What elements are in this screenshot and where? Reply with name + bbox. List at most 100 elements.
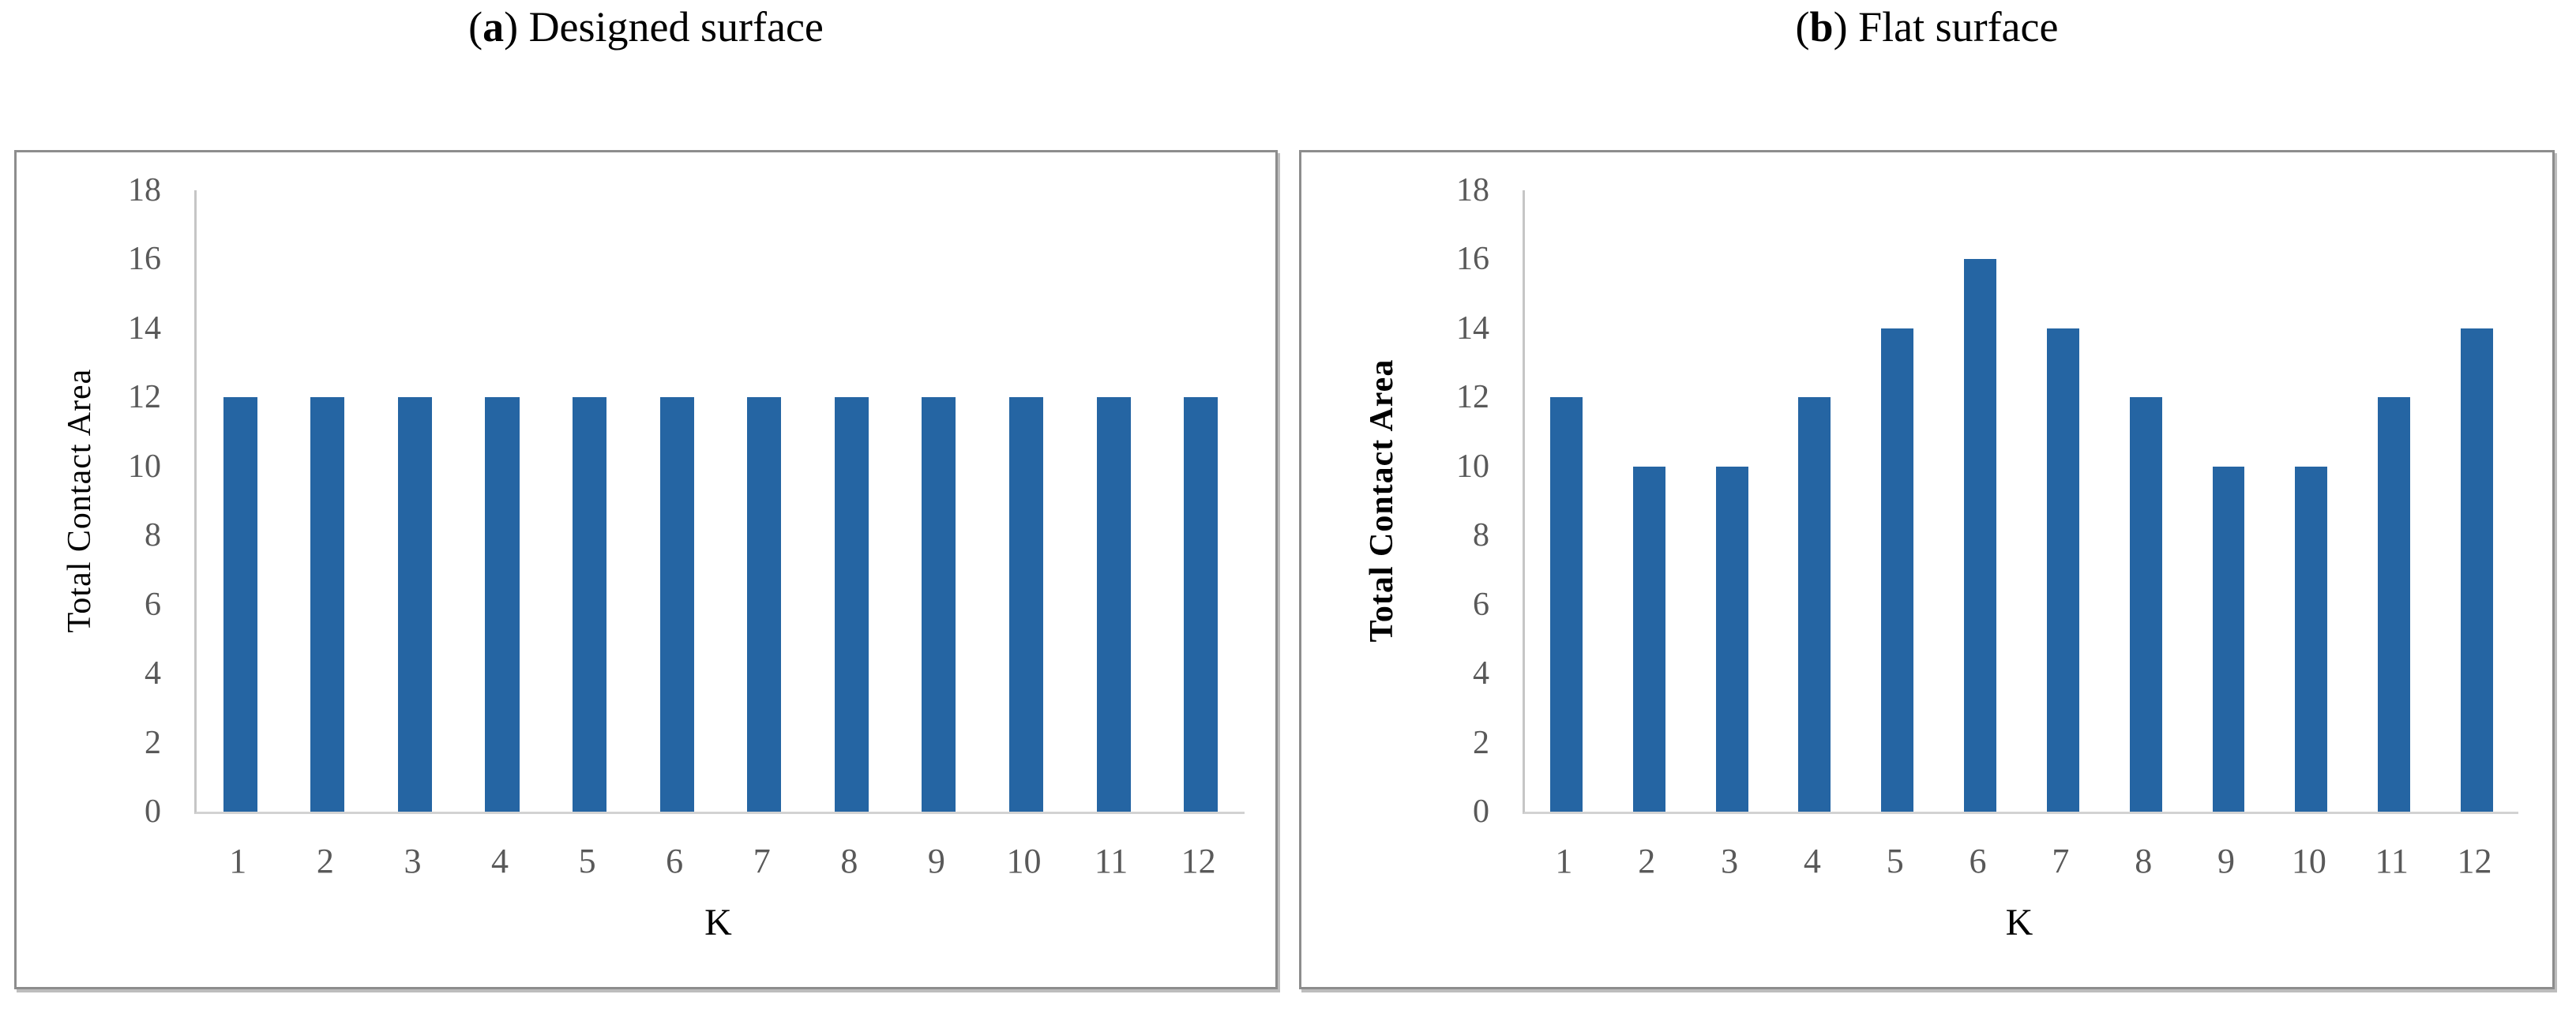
y-tick-label: 12 [1456, 379, 1489, 416]
bar-category-3 [1715, 466, 1748, 812]
y-tick-label: 18 [1456, 172, 1489, 208]
y-tick-label: 16 [128, 241, 161, 278]
x-tick-label: 9 [927, 842, 945, 880]
y-tick-label: 2 [145, 724, 161, 761]
bar-category-1 [223, 397, 257, 812]
x-tick-label: 9 [2217, 842, 2236, 880]
x-tick-label: 2 [316, 842, 334, 880]
x-tick-label: 12 [2457, 842, 2492, 880]
figure-b: (b) Flat surface Total Contact Area 18 16… [1299, 0, 2555, 1013]
figure-a-y-axis-ticks: 18 16 14 12 10 8 6 4 2 0 [17, 174, 161, 828]
bar-slot [2187, 190, 2270, 812]
figure-b-title: (b) Flat surface [1299, 2, 2555, 53]
bar-category-8 [834, 397, 869, 812]
y-tick-label: 6 [145, 586, 161, 623]
x-tick-label: 7 [753, 842, 771, 880]
figure-b-paren-open: ( [1795, 3, 1810, 51]
bar-slot [2022, 190, 2105, 812]
figure-a-panel-letter: a [483, 3, 505, 51]
bar-slot [284, 190, 372, 812]
bar-category-7 [2046, 328, 2079, 812]
bar-slot [896, 190, 983, 812]
x-tick-label: 7 [2052, 842, 2070, 880]
x-tick-label: 4 [1803, 842, 1821, 880]
bar-category-6 [1964, 259, 1996, 812]
x-tick-label: 11 [1094, 842, 1128, 880]
figure-b-panel-letter: b [1809, 3, 1834, 51]
bar-slot [633, 190, 721, 812]
figure-a-plot-area [194, 190, 1245, 814]
bar-category-2 [1632, 466, 1665, 812]
y-tick-label: 4 [145, 655, 161, 692]
figure-b-title-text: Flat surface [1847, 3, 2059, 51]
bar-category-9 [2212, 466, 2245, 812]
bar-slot [808, 190, 896, 812]
bar-category-6 [659, 397, 694, 812]
bar-slot [720, 190, 808, 812]
bar-category-1 [1549, 397, 1583, 812]
x-tick-label: 8 [2135, 842, 2153, 880]
figure-b-y-axis-ticks: 18 16 14 12 10 8 6 4 2 0 [1301, 174, 1489, 828]
bar-category-5 [1881, 328, 1914, 812]
x-tick-label: 6 [1969, 842, 1987, 880]
x-tick-label: 12 [1181, 842, 1216, 880]
bar-slot [982, 190, 1070, 812]
bar-slot [1856, 190, 1939, 812]
bar-slot [1070, 190, 1158, 812]
bar-slot [371, 190, 459, 812]
y-tick-label: 16 [1456, 241, 1489, 278]
x-tick-label: 5 [1886, 842, 1904, 880]
y-tick-label: 14 [128, 310, 161, 347]
bar-slot [459, 190, 546, 812]
bar-category-9 [922, 397, 956, 812]
bar-category-4 [485, 397, 520, 812]
bar-slot [2435, 190, 2518, 812]
bar-slot [1525, 190, 1608, 812]
bar-category-10 [1008, 397, 1044, 812]
x-tick-label: 5 [578, 842, 596, 880]
y-tick-label: 12 [128, 379, 161, 416]
bar-category-12 [2461, 328, 2493, 812]
bar-category-3 [397, 397, 432, 812]
bar-slot [1608, 190, 1691, 812]
y-tick-label: 8 [1473, 517, 1489, 554]
bar-category-12 [1184, 397, 1219, 812]
bar-slot [197, 190, 284, 812]
bar-slot [1939, 190, 2022, 812]
y-tick-label: 10 [1456, 448, 1489, 485]
x-tick-label: 1 [229, 842, 247, 880]
bar-category-2 [310, 397, 345, 812]
figure-b-x-axis-ticks: 1 2 3 4 5 6 7 8 9 10 11 12 [1523, 841, 2516, 881]
x-tick-label: 3 [404, 842, 422, 880]
bar-slot [546, 190, 633, 812]
figure-a-x-axis-title: K [704, 902, 732, 944]
bar-category-7 [747, 397, 782, 812]
figure-a-x-axis-ticks: 1 2 3 4 5 6 7 8 9 10 11 12 [194, 841, 1242, 881]
bar-slot [1157, 190, 1245, 812]
y-tick-label: 0 [145, 794, 161, 830]
x-tick-label: 4 [491, 842, 509, 880]
figure-b-paren-close: ) [1833, 3, 1848, 51]
figure-b-x-axis-title: K [2005, 902, 2033, 944]
x-tick-label: 11 [2375, 842, 2409, 880]
figure-a-paren-open: ( [468, 3, 483, 51]
x-tick-label: 10 [1006, 842, 1042, 880]
bar-slot [1691, 190, 1774, 812]
x-tick-label: 10 [2291, 842, 2326, 880]
figure-a-title: (a) Designed surface [14, 2, 1278, 53]
bar-category-10 [2295, 466, 2328, 812]
figure-a-paren-close: ) [504, 3, 519, 51]
bar-category-11 [1096, 397, 1131, 812]
y-tick-label: 2 [1473, 724, 1489, 761]
x-tick-label: 3 [1721, 842, 1739, 880]
bar-slot [2105, 190, 2187, 812]
y-tick-label: 0 [1473, 794, 1489, 830]
y-tick-label: 14 [1456, 310, 1489, 347]
figure-a-title-text: Designed surface [518, 3, 824, 51]
bar-category-5 [573, 397, 607, 812]
x-tick-label: 8 [840, 842, 858, 880]
y-tick-label: 8 [145, 517, 161, 554]
